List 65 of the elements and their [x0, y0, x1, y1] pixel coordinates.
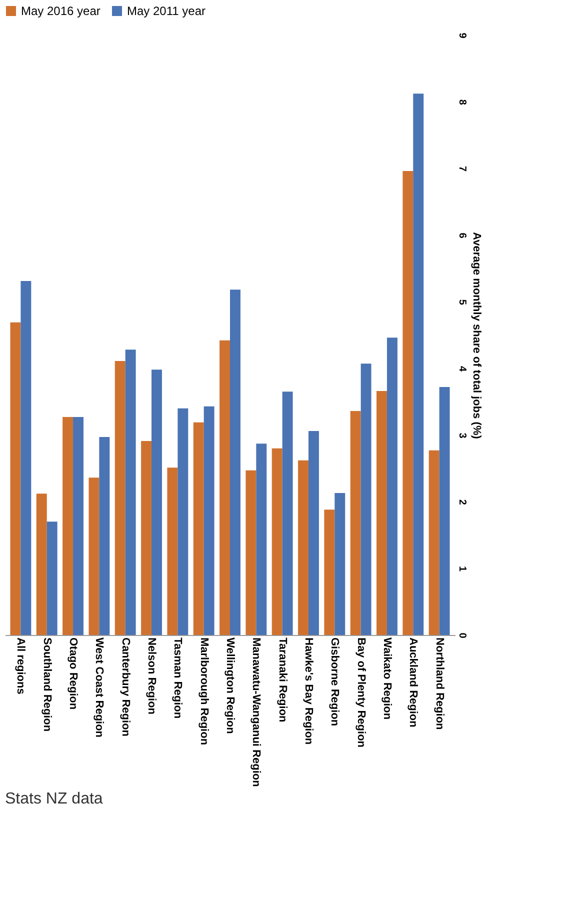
x-tick-label: Wellington Region	[224, 638, 236, 734]
y-tick-label: 0	[456, 632, 468, 639]
x-tick-label: Otago Region	[67, 638, 80, 710]
bar	[73, 417, 84, 635]
y-tick-label: 2	[456, 499, 468, 506]
x-tick-label: Auckland Region	[407, 638, 420, 728]
bar	[298, 460, 308, 635]
bar	[324, 510, 335, 635]
bar	[230, 290, 240, 635]
y-tick-label: 4	[456, 366, 468, 372]
x-tick-label: Waikato Region	[380, 638, 393, 720]
y-tick-label: 9	[456, 32, 468, 39]
text: Stats NZ data	[5, 790, 103, 808]
x-tick-label: Bay of Plenty Region	[354, 638, 367, 748]
bar	[350, 411, 361, 635]
x-tick-label: Southland Region	[40, 638, 53, 732]
bar	[439, 387, 450, 635]
bar	[167, 468, 178, 635]
bar	[152, 370, 162, 635]
x-tick-label: Canterbury Region	[119, 638, 132, 737]
bar	[413, 94, 424, 635]
y-tick-label: 6	[456, 232, 468, 239]
y-tick-label: 1	[456, 566, 468, 572]
bar	[46, 522, 58, 635]
x-tick-label: Taranaki Region	[276, 638, 288, 723]
bar	[428, 450, 440, 635]
bar	[402, 171, 414, 635]
bar	[220, 340, 230, 635]
legend-label: May 2011 year	[127, 4, 206, 18]
x-tick-label: Nelson Region	[146, 638, 158, 715]
bar	[141, 441, 152, 635]
bar	[20, 281, 32, 635]
bar	[178, 408, 188, 635]
x-tick-label: Manawatu-Wanganui Region	[250, 638, 262, 788]
bar	[99, 437, 110, 635]
bar	[272, 448, 282, 635]
bar	[386, 338, 398, 635]
bar	[114, 361, 126, 635]
x-tick-label: Hawke's Bay Region	[302, 638, 314, 745]
bar	[193, 422, 204, 635]
bar	[125, 350, 136, 635]
bar	[246, 470, 256, 635]
bar	[62, 417, 74, 635]
bar	[360, 364, 372, 635]
y-tick-label: 7	[456, 166, 468, 172]
bar	[308, 431, 319, 635]
bar	[282, 392, 293, 635]
bar	[376, 391, 387, 635]
y-tick-label: 5	[456, 299, 468, 306]
x-tick-label: All regions	[14, 638, 27, 694]
y-tick-label: 3	[456, 432, 468, 439]
bar	[10, 322, 21, 635]
legend-label: May 2016 year	[21, 4, 100, 18]
y-tick-label: 8	[456, 99, 468, 106]
x-tick-label: Marlborough Region	[198, 638, 210, 746]
x-tick-label: Gisborne Region	[328, 638, 341, 726]
bar	[334, 493, 346, 635]
bar	[36, 494, 47, 635]
x-tick-label: West Coast Region	[93, 638, 106, 738]
bar	[256, 444, 267, 635]
bar	[88, 478, 100, 635]
x-tick-label: Tasman Region	[172, 638, 184, 719]
x-tick-label: Northland Region	[433, 638, 446, 730]
y-axis-title: Average monthly share of total jobs (%)	[470, 232, 482, 440]
bar	[204, 406, 214, 635]
